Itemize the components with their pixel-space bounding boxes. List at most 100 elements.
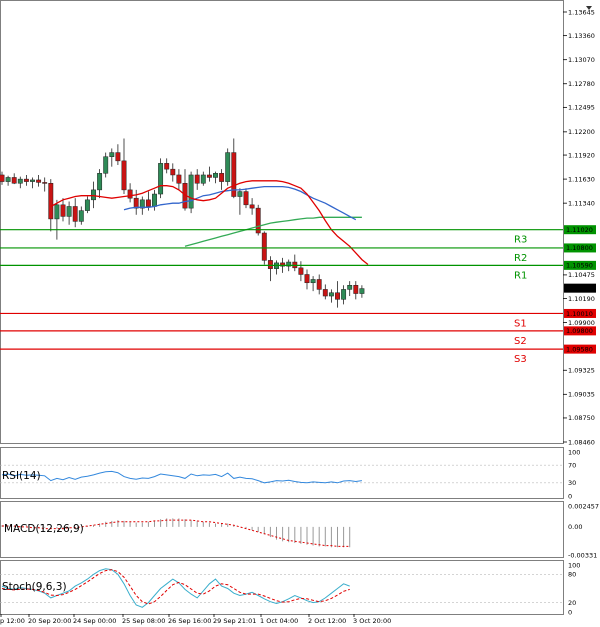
candle-body: [206, 174, 212, 178]
y-tick-label: 1.12200: [568, 128, 595, 136]
candle-body: [152, 193, 157, 207]
candle-body: [243, 191, 249, 206]
last-price-tag: 1.10315: [564, 283, 596, 293]
candle-body: [316, 279, 322, 290]
candle-body: [91, 189, 96, 201]
candle-body: [36, 179, 42, 183]
date-tick-label: 2 Oct 12:00: [308, 617, 346, 625]
candle-body: [23, 178, 29, 182]
candle-body: [11, 177, 17, 184]
candle-body: [267, 260, 273, 269]
candle-body: [341, 289, 347, 300]
osc-tick-label: 30: [568, 479, 576, 487]
pane-scroll-arrow[interactable]: [586, 6, 592, 10]
candle-body: [72, 206, 78, 222]
y-tick-label: 1.10475: [568, 271, 595, 279]
levels-layer: 1.11020 R3 1.10800 R2 1.10590 R1 1.10010 S1 1.09…: [0, 225, 596, 365]
candle-body: [194, 174, 200, 184]
stoch-label: Stoch(9,6,3): [2, 581, 67, 593]
ma-slow-line: [184, 216, 362, 247]
level-price-box: [564, 243, 596, 253]
y-tick-label: 1.08460: [568, 438, 595, 446]
level-price-box: [564, 344, 596, 354]
candle-body: [225, 152, 231, 182]
candle-body: [109, 152, 115, 157]
candle-body: [359, 288, 365, 294]
stoch-signal-line: [1, 569, 350, 605]
last-price-box: [564, 283, 596, 293]
candle-body: [280, 262, 286, 267]
osc-tick-label: 100: [568, 561, 580, 569]
macd-tick-label: 0.002457: [568, 502, 599, 510]
candle-body: [328, 292, 334, 297]
stoch-layer: 100 80 200: [0, 561, 580, 616]
candle-body: [66, 206, 72, 217]
candle-body: [127, 189, 133, 199]
level-price-box: [564, 326, 596, 336]
candle-body: [310, 279, 316, 284]
osc-tick-label: 0: [568, 492, 572, 500]
osc-tick-label: 0: [568, 608, 572, 616]
candle-body: [347, 285, 353, 290]
candle-body: [249, 204, 255, 209]
stoch-pane-frame: [0, 560, 564, 615]
level-price-box: [564, 225, 596, 235]
candle-body: [145, 199, 151, 207]
level-name-r1: R1: [514, 270, 527, 281]
level-price-label: 1.11020: [566, 226, 593, 234]
y-tick-label: 1.08750: [568, 414, 595, 422]
y-tick-label: 1.13070: [568, 56, 595, 64]
macd-layer: 0.002457 0.00 -0.00331: [1, 502, 599, 559]
candle-body: [78, 210, 84, 222]
ma-fast-line: [50, 180, 369, 266]
y-tick-label: 1.10190: [568, 295, 595, 303]
candle-body: [213, 173, 218, 178]
y-tick-label: 1.09035: [568, 391, 595, 399]
y-tick-label: 1.11630: [568, 175, 595, 183]
level-name-r3: R3: [514, 235, 527, 246]
date-tick-label: 29 Sep 21:01: [213, 617, 256, 625]
rsi-line: [1, 470, 362, 484]
rsi-label: RSI(14): [2, 470, 41, 482]
date-tick-label: 25 Sep 08:00: [122, 617, 165, 625]
candle-body: [298, 267, 304, 275]
candle-body: [133, 197, 139, 209]
date-tick-label: 24 Sep 00:00: [73, 617, 116, 625]
candle-body: [54, 204, 60, 220]
candle-body: [255, 207, 261, 234]
candle-body: [60, 204, 66, 217]
y-tick-label: 1.12495: [568, 104, 595, 112]
level-price-label: 1.10800: [566, 244, 593, 252]
ma-mid-line: [123, 185, 357, 221]
rsi-layer: 100 70 30 0: [0, 448, 580, 500]
candle-body: [48, 183, 54, 220]
candle-body: [237, 191, 243, 197]
candle-body: [97, 173, 103, 191]
ma-layer: [50, 180, 369, 266]
osc-tick-label: 70: [568, 462, 576, 470]
y-axis-main: 1.13645 1.13360 1.13070 1.12780 1.12495 1.122…: [563, 8, 595, 446]
rsi-pane-frame: [0, 447, 564, 499]
main-pane: 1.11020 R3 1.10800 R2 1.10590 R1 1.10010 S1 1.09…: [0, 0, 596, 446]
candle-body: [286, 261, 292, 267]
date-tick-label: 20 Sep 20:00: [28, 617, 71, 625]
macd-tick-label: 0.00: [568, 523, 582, 531]
last-price-label: 1.10315: [566, 284, 593, 292]
candle-body: [188, 174, 194, 209]
candle-body: [353, 285, 359, 294]
candle-body: [139, 199, 145, 209]
level-name-s2: S2: [514, 336, 527, 347]
level-price-label: 1.10590: [566, 262, 593, 270]
candle-body: [231, 152, 237, 197]
candle-body: [0, 174, 5, 182]
candle-body: [158, 163, 164, 195]
candle-body: [103, 156, 109, 174]
candle-body: [42, 182, 48, 184]
candle-body: [121, 160, 127, 191]
stoch-pane: 100 80 200 Stoch(9,6,3): [0, 560, 580, 616]
level-price-label: 1.09800: [566, 327, 593, 335]
candle-body: [335, 292, 340, 300]
macd-pane: 0.002457 0.00 -0.00331 MACD(12,26,9): [0, 501, 599, 559]
date-tick-label: p 12:00: [0, 617, 25, 625]
y-tick-label: 1.09325: [568, 367, 595, 375]
